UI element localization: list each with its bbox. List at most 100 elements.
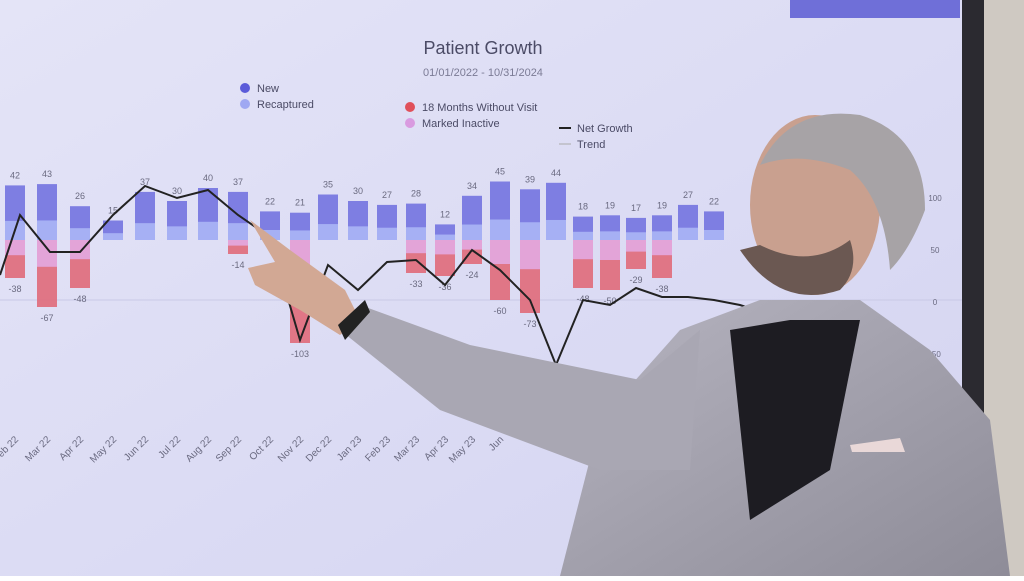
recaptured-bar [103, 233, 123, 240]
recaptured-bar [167, 226, 187, 240]
gain-label: 40 [203, 173, 213, 183]
loss-label: -103 [291, 349, 309, 359]
inactive-bar [652, 240, 672, 256]
gain-label: 22 [709, 196, 719, 206]
loss-label: -38 [655, 284, 668, 294]
recaptured-bar [135, 223, 155, 240]
gain-label: 27 [683, 190, 693, 200]
loss-label: -24 [465, 270, 478, 280]
legend-swatch [240, 99, 250, 109]
legend-label: Net Growth [577, 123, 633, 135]
recaptured-bar [377, 227, 397, 240]
legend-label: Recaptured [257, 99, 314, 111]
shirt [730, 320, 860, 520]
net-growth-line [0, 184, 781, 368]
gain-label: 30 [353, 186, 363, 196]
recaptured-bar [520, 222, 540, 240]
inactive-bar [600, 240, 620, 260]
loss-label: -67 [40, 313, 53, 323]
inactive-bar [37, 240, 57, 267]
recaptured-bar [462, 224, 482, 240]
recaptured-bar [260, 229, 280, 240]
gain-label: 15 [108, 206, 118, 216]
inactive-bar [462, 240, 482, 250]
chart-subtitle: 01/01/2022 - 10/31/2024 [423, 67, 543, 79]
gain-label: 28 [411, 189, 421, 199]
recaptured-bar [406, 227, 426, 240]
inactive-bar [490, 240, 510, 264]
right-axis-label: 0 [933, 298, 938, 307]
recaptured-bar [228, 223, 248, 240]
inactive-bar [626, 240, 646, 252]
gain-label: 19 [657, 200, 667, 210]
loss-label: -36 [438, 282, 451, 292]
gain-label: 39 [525, 174, 535, 184]
loss-label: -33 [409, 279, 422, 289]
recaptured-bar [490, 219, 510, 240]
legend-swatch [405, 102, 415, 112]
recaptured-bar [70, 228, 90, 240]
gain-label: 18 [578, 202, 588, 212]
hair [760, 113, 925, 270]
recaptured-bar [626, 232, 646, 240]
gain-label: 26 [75, 191, 85, 201]
gain-label: 37 [140, 177, 150, 187]
right-axis-label: -50 [929, 350, 941, 359]
legend-swatch [240, 83, 250, 93]
legend-label: New [257, 83, 279, 95]
gain-label: 17 [631, 203, 641, 213]
loss-label: -48 [73, 294, 86, 304]
gain-label: 34 [467, 181, 477, 191]
loss-label: -38 [8, 284, 21, 294]
arm [340, 305, 700, 470]
inactive-bar [70, 240, 90, 260]
gain-label: 21 [295, 198, 305, 208]
screen-header-bar [790, 0, 960, 18]
gain-label: 19 [605, 200, 615, 210]
gain-label: 27 [382, 190, 392, 200]
gain-label: 43 [42, 169, 52, 179]
recaptured-bar [678, 227, 698, 240]
gain-label: 37 [233, 177, 243, 187]
inactive-bar [435, 240, 455, 255]
inactive-bar [406, 240, 426, 254]
loss-label: -73 [523, 319, 536, 329]
loss-label: -60 [493, 306, 506, 316]
beard [740, 240, 854, 295]
loss-label: -50 [603, 296, 616, 306]
gain-label: 45 [495, 167, 505, 177]
legend-label: Marked Inactive [422, 118, 500, 130]
recaptured-bar [318, 224, 338, 240]
recaptured-bar [37, 220, 57, 240]
loss-label: -14 [231, 260, 244, 270]
recaptured-bar [704, 229, 724, 240]
gain-label: 35 [323, 180, 333, 190]
loss-label: -29 [629, 275, 642, 285]
recaptured-bar [546, 219, 566, 240]
inactive-bar [228, 240, 248, 246]
right-axis-label: 100 [928, 194, 942, 203]
recaptured-bar [198, 221, 218, 240]
gain-label: 30 [172, 186, 182, 196]
bracelet [338, 300, 370, 340]
inactive-bar [520, 240, 540, 270]
gain-label: 12 [440, 209, 450, 219]
recaptured-bar [573, 231, 593, 240]
recaptured-bar [600, 231, 620, 240]
recaptured-bar [652, 231, 672, 240]
gain-label: 44 [551, 168, 561, 178]
inactive-bar [573, 240, 593, 260]
legend-swatch [405, 118, 415, 128]
legend-label: 18 Months Without Visit [422, 102, 537, 114]
legend-label: Trend [577, 139, 605, 151]
hand [248, 220, 360, 335]
recaptured-bar [348, 226, 368, 240]
recaptured-bar [290, 230, 310, 240]
chart-title: Patient Growth [423, 38, 542, 58]
pocket-square [850, 438, 905, 452]
recaptured-bar [435, 234, 455, 240]
gain-label: 22 [265, 196, 275, 206]
right-axis-label: 50 [931, 246, 940, 255]
gain-label: 42 [10, 170, 20, 180]
